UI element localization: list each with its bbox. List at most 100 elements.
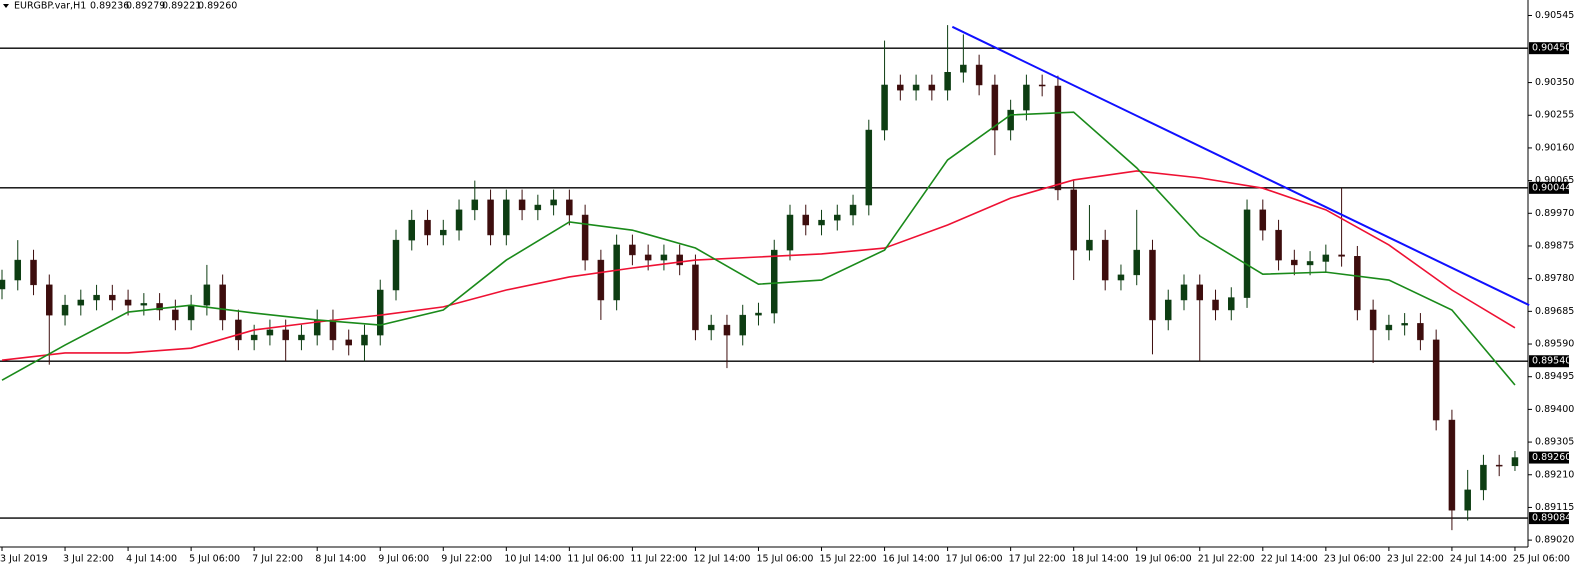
y-tick-label: 0.90160 — [1535, 142, 1574, 153]
candle-body — [1196, 284, 1204, 301]
symbol-title: EURGBP.var,H1 — [14, 1, 86, 12]
y-tick-label: 0.90350 — [1535, 77, 1574, 88]
candle-body — [329, 319, 337, 341]
candle-body — [786, 214, 794, 251]
candle-body — [471, 199, 479, 211]
candle-body — [1117, 274, 1125, 281]
y-tick-label: 0.89495 — [1535, 371, 1574, 382]
candle-body — [834, 214, 841, 221]
candle-body — [1228, 297, 1235, 311]
level-label-text: 0.90450 — [1532, 43, 1571, 54]
candle-body — [203, 284, 211, 306]
candle-body — [1275, 229, 1282, 261]
x-tick-label: 17 Jul 06:00 — [946, 554, 1003, 565]
y-tick-label: 0.90255 — [1535, 110, 1574, 121]
candle-body — [881, 84, 888, 131]
level-label: 0.89540 — [1529, 355, 1571, 368]
candle-body — [30, 259, 37, 286]
header-open: 0.89236 — [90, 1, 129, 12]
level-label-box — [1529, 42, 1569, 55]
x-tick-label: 8 Jul 14:00 — [315, 554, 366, 565]
level-label-box — [1529, 181, 1569, 194]
x-tick-label: 3 Jul 22:00 — [63, 554, 114, 565]
candle-body — [487, 199, 494, 236]
candle-body — [629, 244, 636, 256]
x-tick-label: 15 Jul 22:00 — [820, 554, 877, 565]
candle-body — [1038, 84, 1046, 87]
level-label: 0.89084 — [1529, 512, 1571, 525]
candle-body — [739, 314, 746, 336]
x-tick-label: 23 Jul 06:00 — [1324, 554, 1381, 565]
candle-body — [1322, 254, 1330, 262]
candle-body — [1432, 339, 1440, 421]
current-price-text: 0.89260 — [1532, 452, 1571, 463]
candle-body — [440, 229, 447, 236]
candle-body — [1417, 323, 1424, 341]
candle-body — [235, 319, 242, 341]
candle-body — [818, 219, 825, 226]
candle-body — [392, 239, 400, 291]
x-tick-label: 9 Jul 06:00 — [378, 554, 429, 565]
x-tick-label: 19 Jul 06:00 — [1135, 554, 1192, 565]
level-label: 0.90450 — [1529, 42, 1571, 55]
menu-arrow[interactable] — [3, 4, 9, 8]
level-label-text: 0.90044 — [1532, 182, 1571, 193]
x-tick-label: 4 Jul 14:00 — [126, 554, 177, 565]
y-tick-label: 0.89970 — [1535, 208, 1574, 219]
x-tick-label: 12 Jul 14:00 — [693, 554, 750, 565]
candle-body — [424, 219, 431, 236]
candle-body — [644, 254, 652, 261]
candle-body — [1164, 299, 1172, 321]
y-tick-label: 0.90545 — [1535, 10, 1574, 21]
trend-line — [951, 25, 1530, 307]
y-tick-label: 0.89685 — [1535, 306, 1574, 317]
candle-body — [1338, 254, 1345, 257]
candle-body — [109, 294, 116, 301]
level-label-box — [1529, 355, 1569, 368]
x-tick-label: 10 Jul 14:00 — [504, 554, 561, 565]
candle-body — [187, 304, 195, 321]
candle-body — [1086, 239, 1093, 251]
candle-body — [944, 71, 951, 91]
y-tick-label: 0.89305 — [1535, 437, 1574, 448]
candle-body — [1023, 84, 1030, 111]
candle-body — [298, 334, 305, 341]
current-price-label: 0.89260 — [1529, 451, 1571, 464]
candle-body — [1212, 299, 1219, 311]
candle-body — [219, 284, 226, 321]
candle-body — [1101, 239, 1109, 281]
header-close: 0.89260 — [198, 1, 237, 12]
x-tick-label: 25 Jul 06:00 — [1513, 554, 1570, 565]
candle-body — [124, 299, 132, 306]
candle-body — [503, 199, 510, 236]
x-tick-label: 3 Jul 2019 — [0, 554, 48, 565]
candle-body — [975, 64, 983, 86]
y-tick-label: 0.89590 — [1535, 339, 1574, 350]
candle-body — [581, 214, 589, 261]
candle-body — [282, 329, 289, 341]
candle-body — [566, 199, 573, 216]
candle-body — [1007, 109, 1014, 131]
candle-body — [1133, 249, 1140, 276]
candle-body — [1291, 259, 1298, 266]
x-tick-label: 23 Jul 22:00 — [1387, 554, 1444, 565]
candle-body — [172, 309, 179, 321]
level-label-text: 0.89540 — [1532, 356, 1571, 367]
candle-body — [156, 303, 163, 311]
x-tick-label: 22 Jul 14:00 — [1261, 554, 1318, 565]
candle-body — [849, 204, 857, 216]
candle-body — [613, 244, 620, 301]
candle-body — [250, 334, 258, 341]
candle-body — [1511, 457, 1519, 467]
candle-body — [692, 264, 699, 331]
candle-body — [455, 209, 463, 231]
candle-body — [1385, 324, 1393, 331]
candle-body — [755, 312, 762, 316]
x-tick-label: 16 Jul 14:00 — [883, 554, 940, 565]
candle-body — [266, 329, 274, 336]
candle-body — [897, 84, 904, 91]
x-tick-label: 9 Jul 22:00 — [441, 554, 492, 565]
candle-body — [1259, 209, 1267, 231]
y-tick-label: 0.89780 — [1535, 273, 1574, 284]
candle-body — [1306, 261, 1314, 266]
